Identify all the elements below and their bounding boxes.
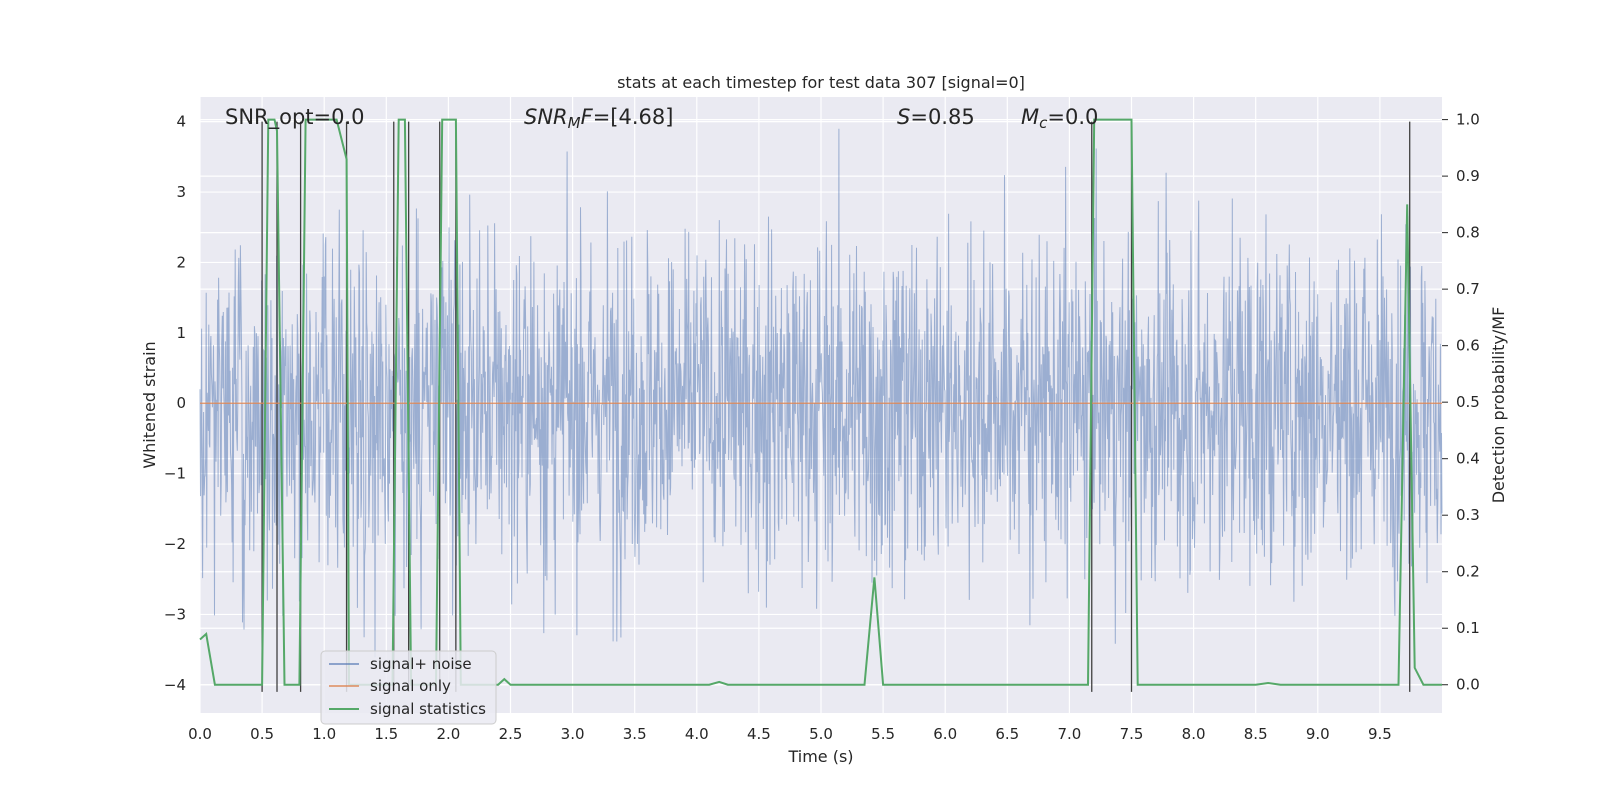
legend: signal+ noise signal only signal statist… xyxy=(320,650,497,725)
x-tick-label-8: 4.0 xyxy=(685,725,709,743)
y-left-tick-label-8: 4 xyxy=(176,113,186,131)
annotation-snr-opt: SNR_opt=0.0 xyxy=(225,105,365,130)
x-tick-label-7: 3.5 xyxy=(623,725,647,743)
y-right-axis-ticks: 0.0 0.1 0.2 0.3 0.4 0.5 0.6 0.7 0.8 0.9 1.0 xyxy=(1442,111,1480,694)
x-tick-label-5: 2.5 xyxy=(499,725,523,743)
y-left-tick-label-6: 2 xyxy=(176,253,186,271)
x-tick-label-10: 5.0 xyxy=(809,725,833,743)
x-tick-label-13: 6.5 xyxy=(995,725,1019,743)
y-right-tick-label-3: 0.3 xyxy=(1456,506,1480,524)
annotation-snr-mf: SNRMF=[4.68] xyxy=(524,105,673,132)
x-tick-label-6: 3.0 xyxy=(561,725,585,743)
y-left-axis-label: Whitened strain xyxy=(140,341,159,468)
chart-title: stats at each timestep for test data 307… xyxy=(617,73,1025,92)
x-axis-ticks: 0.0 0.5 1.0 1.5 2.0 2.5 3.0 3.5 4.0 4.5 5.0 5.5 6.0 6… xyxy=(188,725,1392,743)
x-tick-label-12: 6.0 xyxy=(933,725,957,743)
x-tick-label-11: 5.5 xyxy=(871,725,895,743)
y-left-tick-label-3: −1 xyxy=(164,465,186,483)
x-tick-label-1: 0.5 xyxy=(250,725,274,743)
y-right-tick-label-0: 0.0 xyxy=(1456,676,1480,694)
annotation-mc: Mc=0.0 xyxy=(1021,105,1098,132)
legend-label-signal-only: signal only xyxy=(370,677,451,695)
x-tick-label-16: 8.0 xyxy=(1182,725,1206,743)
legend-label-signal-noise: signal+ noise xyxy=(370,655,472,673)
y-right-axis-label: Detection probability/MF xyxy=(1489,307,1508,504)
y-right-tick-label-5: 0.5 xyxy=(1456,393,1480,411)
x-tick-label-17: 8.5 xyxy=(1244,725,1268,743)
y-left-tick-label-1: −3 xyxy=(164,605,186,623)
y-right-tick-label-2: 0.2 xyxy=(1456,563,1480,581)
y-left-tick-label-4: 0 xyxy=(176,394,186,412)
x-tick-label-15: 7.5 xyxy=(1120,725,1144,743)
y-left-tick-label-7: 3 xyxy=(176,183,186,201)
legend-box xyxy=(320,650,497,725)
line-signal-noise xyxy=(199,128,1443,658)
y-left-tick-label-2: −2 xyxy=(164,535,186,553)
x-tick-label-18: 9.0 xyxy=(1306,725,1330,743)
y-left-axis-ticks: −4 −3 −2 −1 0 1 2 3 4 xyxy=(164,113,186,694)
y-right-tick-label-7: 0.7 xyxy=(1456,280,1480,298)
annotations: SNR_opt=0.0 SNRMF=[4.68] S=0.85 Mc=0.0 xyxy=(225,105,1098,132)
y-left-tick-label-5: 1 xyxy=(176,324,186,342)
x-tick-label-4: 2.0 xyxy=(436,725,460,743)
y-right-tick-label-1: 0.1 xyxy=(1456,619,1480,637)
y-right-tick-label-9: 0.9 xyxy=(1456,167,1480,185)
x-tick-label-3: 1.5 xyxy=(374,725,398,743)
x-tick-label-9: 4.5 xyxy=(747,725,771,743)
legend-label-signal-statistics: signal statistics xyxy=(370,700,486,718)
x-tick-label-0: 0.0 xyxy=(188,725,212,743)
series-signal-noise xyxy=(199,128,1443,658)
y-right-tick-label-6: 0.6 xyxy=(1456,337,1480,355)
x-axis-label: Time (s) xyxy=(787,747,853,766)
x-tick-label-19: 9.5 xyxy=(1368,725,1392,743)
y-right-tick-label-10: 1.0 xyxy=(1456,111,1480,129)
y-right-tick-label-8: 0.8 xyxy=(1456,224,1480,242)
y-right-tick-label-4: 0.4 xyxy=(1456,450,1480,468)
annotation-s: S=0.85 xyxy=(897,105,975,129)
x-tick-label-14: 7.0 xyxy=(1057,725,1081,743)
x-tick-label-2: 1.0 xyxy=(312,725,336,743)
y-left-tick-label-0: −4 xyxy=(164,676,186,694)
